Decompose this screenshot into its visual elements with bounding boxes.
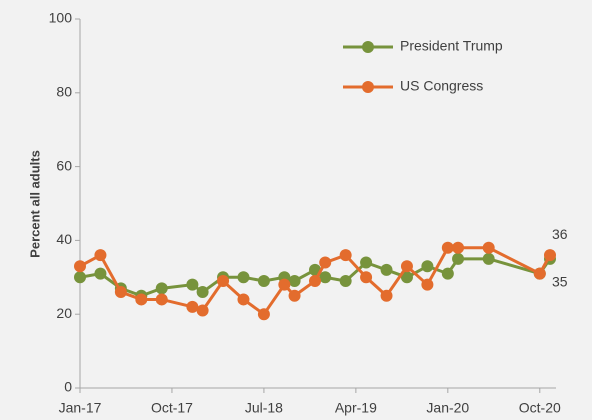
- data-label: 35: [552, 274, 568, 290]
- point: [186, 300, 199, 313]
- point: [482, 252, 495, 265]
- legend-label: President Trump: [400, 38, 503, 54]
- point: [155, 282, 168, 295]
- point: [380, 263, 393, 276]
- x-tick-label: Oct-17: [151, 400, 193, 416]
- point: [186, 278, 199, 291]
- point: [482, 241, 495, 254]
- point: [237, 271, 250, 284]
- point: [74, 271, 86, 284]
- point: [339, 249, 352, 262]
- point: [441, 241, 454, 254]
- y-tick-label: 0: [64, 379, 72, 395]
- point: [452, 252, 465, 265]
- y-tick-label: 60: [56, 157, 72, 173]
- point: [441, 267, 454, 280]
- point: [94, 267, 107, 280]
- y-tick-label: 80: [56, 84, 72, 100]
- point: [400, 271, 413, 284]
- point: [544, 249, 556, 262]
- point: [237, 293, 250, 306]
- point: [380, 289, 393, 302]
- point: [196, 286, 209, 299]
- point: [155, 293, 168, 306]
- legend-marker: [362, 41, 374, 53]
- point: [452, 241, 465, 254]
- point: [309, 274, 321, 287]
- point: [319, 256, 332, 269]
- point: [257, 274, 270, 287]
- point: [400, 260, 413, 273]
- point: [278, 278, 291, 291]
- point: [360, 271, 373, 284]
- point: [94, 249, 107, 262]
- x-tick-label: Jan-17: [59, 400, 102, 416]
- y-tick-label: 20: [56, 305, 72, 321]
- y-tick-label: 40: [56, 231, 72, 247]
- point: [257, 308, 270, 321]
- point: [288, 274, 301, 287]
- point: [114, 286, 127, 299]
- point: [135, 293, 148, 306]
- point: [74, 260, 86, 273]
- legend-marker: [362, 81, 374, 93]
- data-label: 36: [552, 226, 568, 242]
- point: [360, 256, 373, 269]
- x-tick-label: Jul-18: [245, 400, 283, 416]
- x-tick-label: Jan-20: [426, 400, 469, 416]
- point: [196, 304, 209, 317]
- point: [339, 274, 352, 287]
- point: [533, 267, 546, 280]
- point: [319, 271, 332, 284]
- x-tick-label: Apr-19: [335, 400, 377, 416]
- y-axis-label: Percent all adults: [27, 150, 42, 258]
- point: [421, 260, 434, 273]
- point: [421, 278, 434, 291]
- legend-label: US Congress: [400, 78, 483, 94]
- point: [217, 274, 230, 287]
- y-tick-label: 100: [49, 10, 73, 26]
- x-tick-label: Oct-20: [519, 400, 561, 416]
- point: [288, 289, 301, 302]
